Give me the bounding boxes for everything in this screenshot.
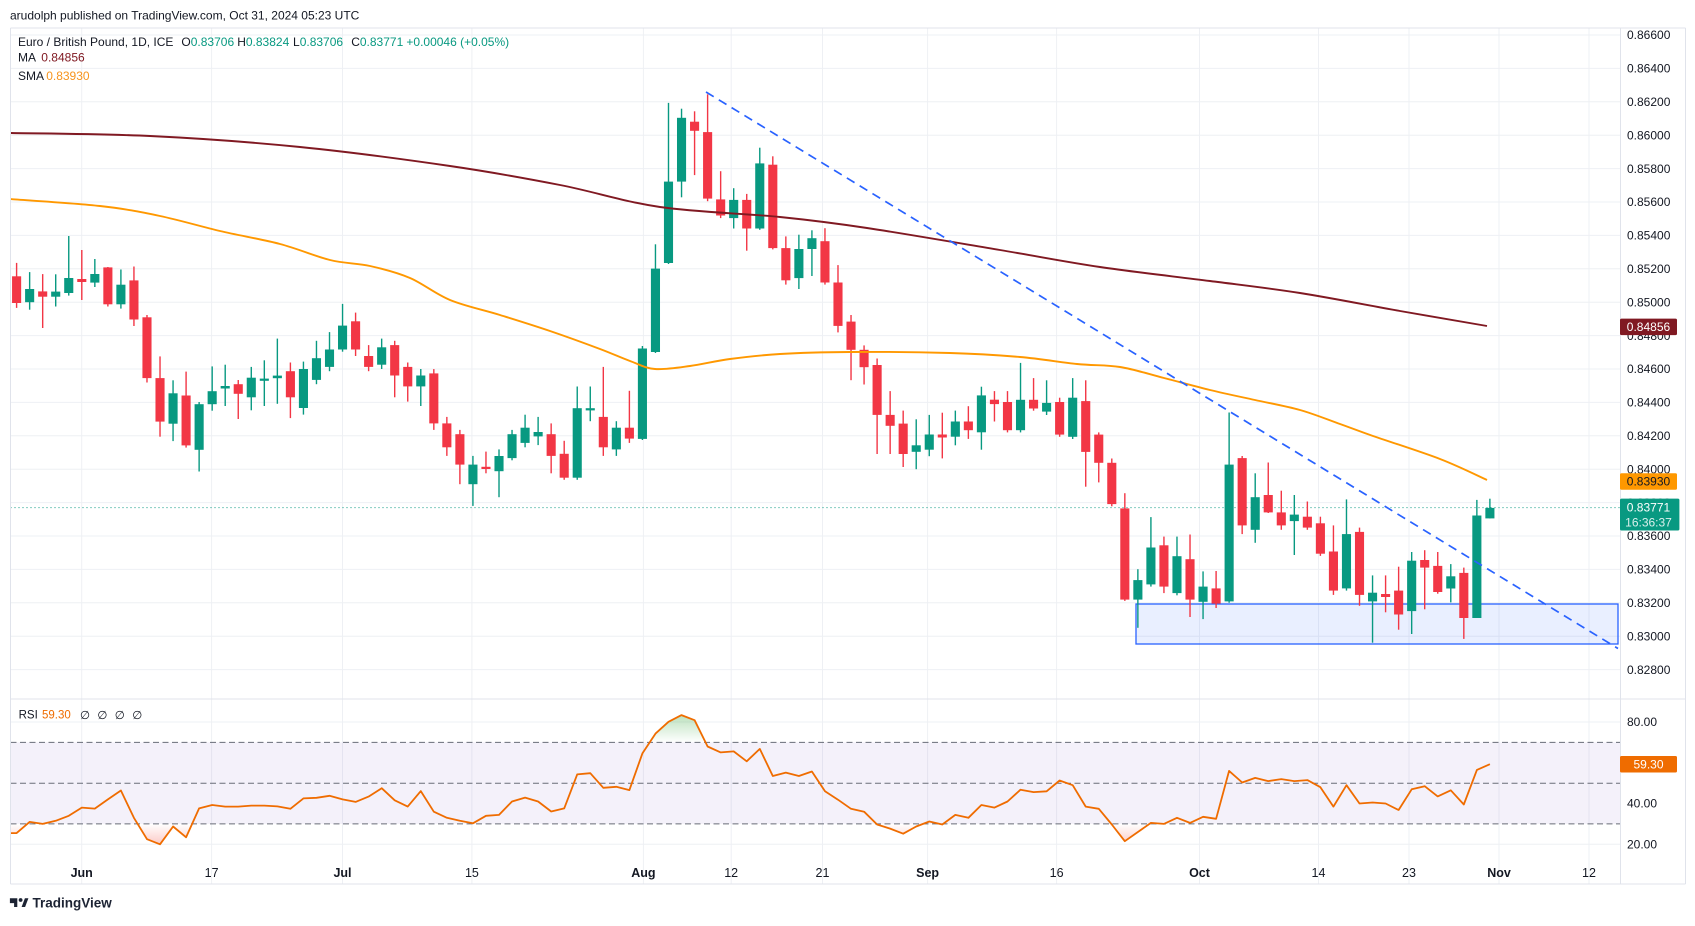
svg-text:12: 12 bbox=[1582, 866, 1596, 880]
svg-text:0.83400: 0.83400 bbox=[1627, 563, 1671, 577]
svg-text:0.83930: 0.83930 bbox=[46, 69, 90, 83]
svg-text:0.84600: 0.84600 bbox=[1627, 362, 1671, 376]
svg-text:∅: ∅ bbox=[115, 710, 125, 722]
svg-text:12: 12 bbox=[724, 866, 738, 880]
svg-text:0.86200: 0.86200 bbox=[1627, 95, 1671, 109]
svg-text:0.84000: 0.84000 bbox=[1627, 462, 1671, 476]
svg-text:L0.83706: L0.83706 bbox=[293, 35, 343, 49]
svg-text:0.83930: 0.83930 bbox=[1627, 475, 1671, 489]
svg-text:Nov: Nov bbox=[1487, 866, 1511, 880]
svg-text:0.84200: 0.84200 bbox=[1627, 429, 1671, 443]
svg-text:0.83200: 0.83200 bbox=[1627, 596, 1671, 610]
svg-text:40.00: 40.00 bbox=[1627, 797, 1657, 811]
svg-text:Sep: Sep bbox=[916, 866, 939, 880]
svg-text:TradingView: TradingView bbox=[33, 896, 113, 911]
svg-text:0.86600: 0.86600 bbox=[1627, 28, 1671, 42]
svg-text:Aug: Aug bbox=[631, 866, 655, 880]
svg-text:0.82800: 0.82800 bbox=[1627, 663, 1671, 677]
svg-text:0.84856: 0.84856 bbox=[1627, 320, 1671, 334]
svg-text:C0.83771: C0.83771 bbox=[351, 35, 403, 49]
svg-text:0.85000: 0.85000 bbox=[1627, 295, 1671, 309]
svg-text:0.83000: 0.83000 bbox=[1627, 629, 1671, 643]
svg-text:Jul: Jul bbox=[333, 866, 351, 880]
svg-text:0.83600: 0.83600 bbox=[1627, 529, 1671, 543]
svg-text:H0.83824: H0.83824 bbox=[237, 35, 289, 49]
svg-text:16: 16 bbox=[1050, 866, 1064, 880]
svg-text:20.00: 20.00 bbox=[1627, 838, 1657, 852]
svg-text:arudolph published on TradingV: arudolph published on TradingView.com, O… bbox=[10, 9, 360, 23]
svg-text:0.86400: 0.86400 bbox=[1627, 62, 1671, 76]
svg-text:Oct: Oct bbox=[1189, 866, 1211, 880]
svg-text:59.30: 59.30 bbox=[1633, 758, 1663, 772]
svg-text:23: 23 bbox=[1402, 866, 1416, 880]
svg-text:RSI: RSI bbox=[19, 710, 38, 722]
svg-text:∅: ∅ bbox=[132, 710, 142, 722]
svg-text:Jun: Jun bbox=[71, 866, 93, 880]
svg-text:0.84400: 0.84400 bbox=[1627, 396, 1671, 410]
svg-text:59.30: 59.30 bbox=[42, 710, 71, 722]
svg-text:0.86000: 0.86000 bbox=[1627, 128, 1671, 142]
svg-text:Euro / British Pound, 1D, ICE: Euro / British Pound, 1D, ICE bbox=[18, 35, 173, 49]
svg-text:+0.00046 (+0.05%): +0.00046 (+0.05%) bbox=[406, 35, 509, 49]
svg-text:17: 17 bbox=[205, 866, 219, 880]
svg-text:0.85600: 0.85600 bbox=[1627, 195, 1671, 209]
svg-text:80.00: 80.00 bbox=[1627, 715, 1657, 729]
svg-text:0.85400: 0.85400 bbox=[1627, 229, 1671, 243]
svg-text:0.83771: 0.83771 bbox=[1627, 501, 1671, 515]
svg-text:16:36:37: 16:36:37 bbox=[1625, 515, 1672, 529]
svg-text:15: 15 bbox=[465, 866, 479, 880]
svg-text:0.85800: 0.85800 bbox=[1627, 162, 1671, 176]
svg-text:0.84856: 0.84856 bbox=[41, 51, 85, 65]
svg-text:∅: ∅ bbox=[80, 710, 90, 722]
svg-text:21: 21 bbox=[816, 866, 830, 880]
svg-text:14: 14 bbox=[1312, 866, 1326, 880]
svg-text:MA: MA bbox=[18, 51, 36, 65]
svg-text:O0.83706: O0.83706 bbox=[181, 35, 234, 49]
svg-text:SMA: SMA bbox=[18, 69, 44, 83]
svg-text:0.85200: 0.85200 bbox=[1627, 262, 1671, 276]
svg-text:∅: ∅ bbox=[97, 710, 107, 722]
